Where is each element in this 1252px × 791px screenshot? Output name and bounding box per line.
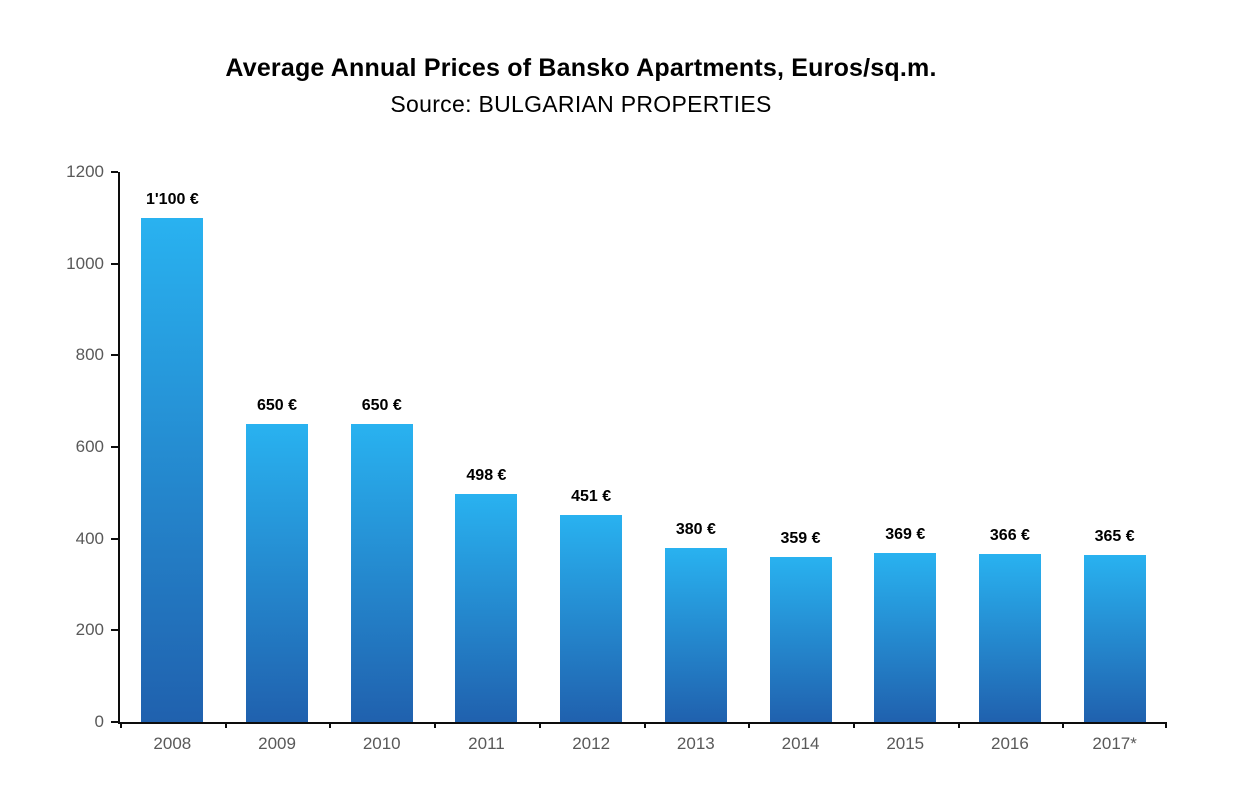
y-axis-tick-label: 1200: [66, 162, 104, 181]
bar: [769, 557, 832, 722]
y-axis-tick: [111, 721, 118, 723]
x-axis-category-label: 2011: [468, 734, 505, 753]
bar-value-label: 650 €: [361, 397, 402, 415]
y-axis-tick: [111, 446, 118, 448]
bar-value-label: 380 €: [675, 520, 716, 538]
bar: [874, 552, 937, 722]
x-axis-tick: [958, 722, 960, 728]
plot-area: 0 200 400 600 800 1000 1200 1'100 € 2008 650 € 200…: [66, 162, 1167, 753]
bar: [1083, 554, 1146, 722]
bar: [455, 493, 518, 722]
bar: [141, 217, 204, 722]
bar-value-label: 1'100 €: [145, 190, 199, 208]
y-axis-tick-label: 600: [75, 437, 104, 456]
y-axis-tick-label: 800: [75, 345, 104, 365]
x-axis-tick: [329, 722, 331, 728]
x-axis-tick: [644, 722, 646, 728]
y-axis-tick: [111, 629, 118, 632]
y-axis-tick: [111, 171, 118, 173]
x-axis-category-label: 2010: [362, 734, 401, 753]
y-axis-tick: [111, 354, 118, 357]
bar-value-label: 366 €: [989, 527, 1030, 545]
x-axis-tick: [748, 722, 750, 728]
x-axis-category-label: 2016: [991, 734, 1029, 753]
y-axis-tick: [111, 262, 118, 265]
bar-value-label: 365 €: [1094, 527, 1135, 545]
x-axis-category-label: 2008: [153, 734, 192, 753]
bar-value-label: 369 €: [885, 525, 926, 543]
x-axis-tick: [853, 722, 855, 728]
bar-value-label: 451 €: [571, 488, 612, 506]
y-axis-tick-label: 1000: [66, 253, 104, 273]
x-axis-category-label: 2014: [781, 734, 820, 753]
x-axis-tick: [1165, 722, 1167, 728]
y-axis-tick-label: 400: [75, 528, 104, 548]
chart-title: Average Annual Prices of Bansko Apartmen…: [225, 54, 937, 82]
y-axis-tick-label: 200: [75, 620, 104, 640]
bar: [350, 424, 413, 722]
x-axis-category-label: 2013: [676, 734, 715, 753]
x-axis-tick: [120, 722, 122, 728]
bar: [978, 554, 1041, 722]
bar-value-label: 650 €: [257, 397, 298, 415]
x-axis-category-label: 2015: [886, 734, 925, 753]
x-axis-tick: [539, 722, 541, 728]
bar: [246, 424, 309, 722]
x-axis-category-label: 2017*: [1092, 734, 1137, 753]
x-axis-category-label: 2012: [572, 734, 611, 753]
chart-title-block: Average Annual Prices of Bansko Apartmen…: [0, 54, 1162, 118]
bar: [664, 547, 727, 722]
x-axis-tick: [434, 722, 436, 728]
bar: [560, 515, 623, 722]
y-axis-tick: [111, 537, 118, 540]
x-axis-category-label: 2009: [258, 734, 296, 753]
x-axis-tick: [1062, 722, 1064, 728]
bar-value-label: 498 €: [466, 466, 507, 484]
y-axis-tick-label: 0: [94, 712, 104, 731]
bar-value-label: 359 €: [780, 530, 821, 548]
chart-subtitle: Source: BULGARIAN PROPERTIES: [390, 91, 772, 117]
x-axis-tick: [225, 722, 227, 728]
